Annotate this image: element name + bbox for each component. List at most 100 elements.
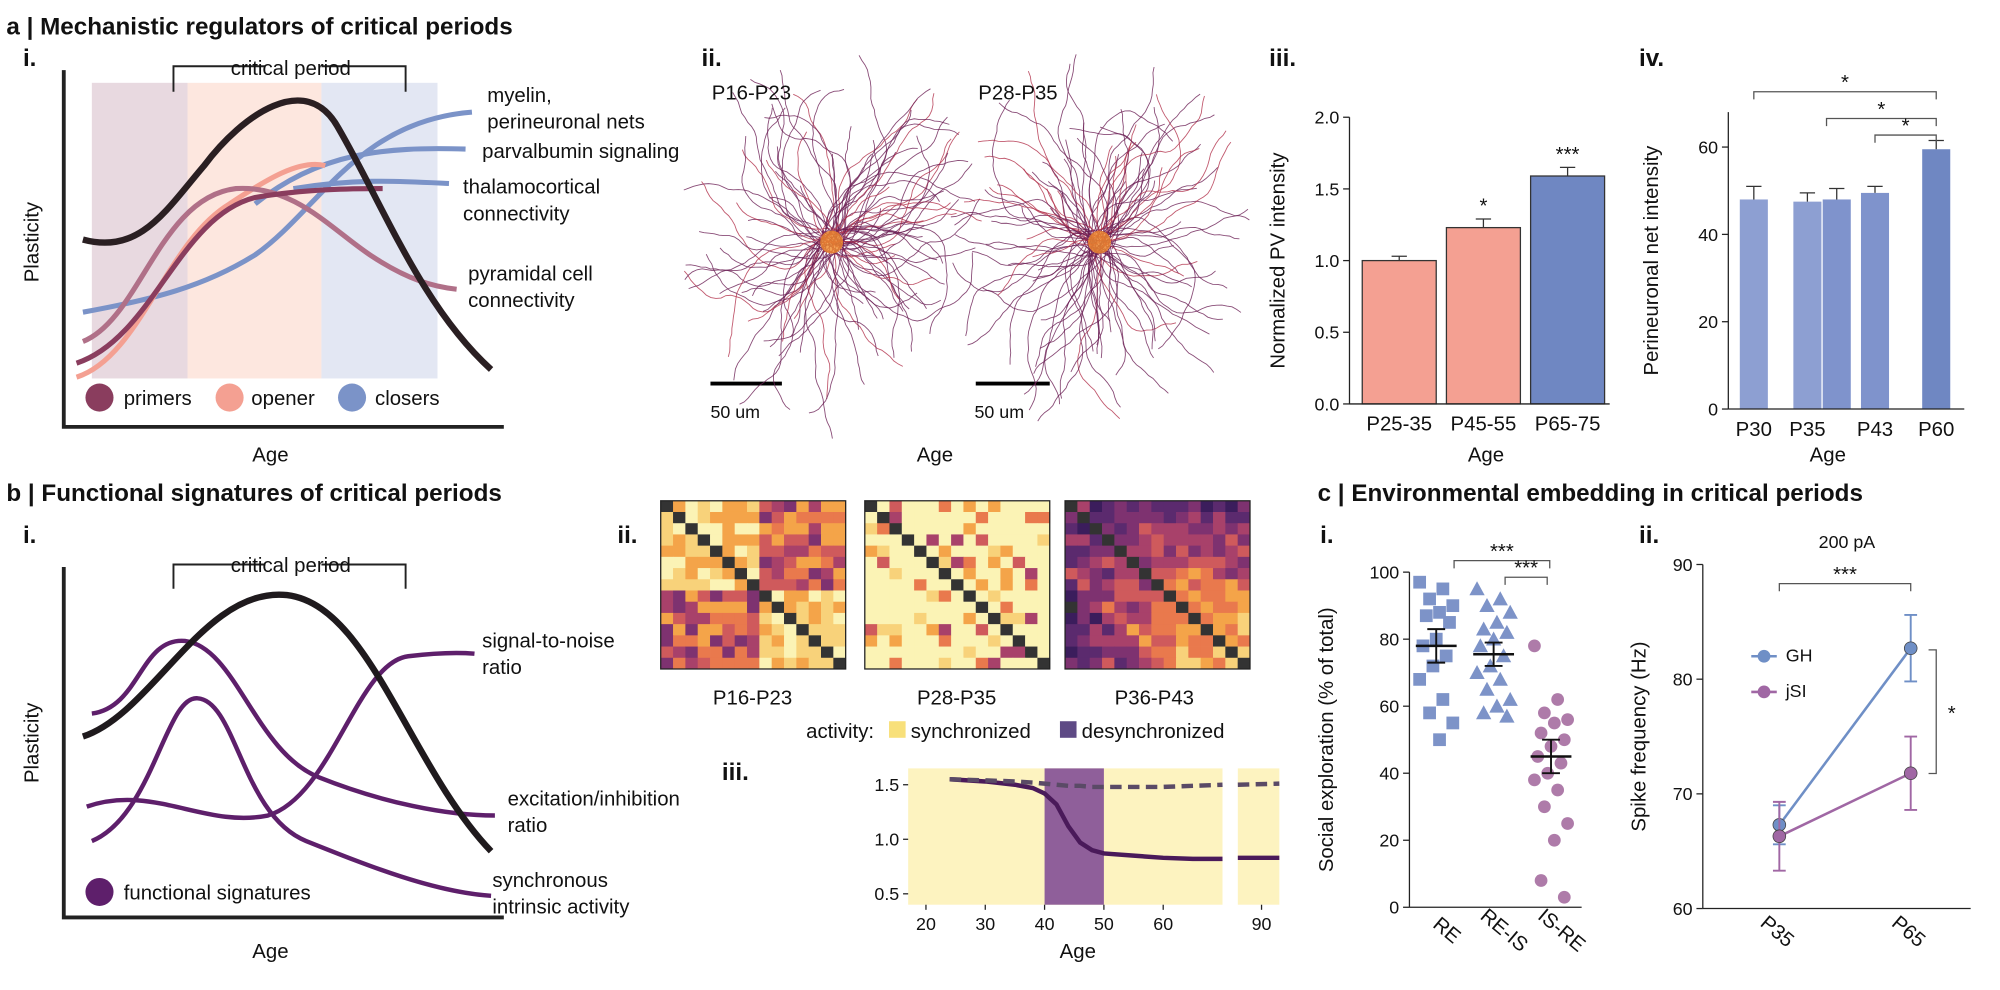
matrix-cell bbox=[1225, 568, 1239, 580]
matrix-cell bbox=[1237, 590, 1251, 603]
dendrite bbox=[1042, 161, 1096, 245]
matrix-cell bbox=[771, 511, 785, 524]
matrix-cell bbox=[697, 635, 711, 647]
matrix-cell bbox=[1188, 556, 1202, 569]
matrix-cell bbox=[1225, 523, 1239, 535]
panel-label: iii. bbox=[722, 759, 749, 786]
matrix-cell bbox=[1000, 579, 1014, 591]
matrix-cell bbox=[697, 545, 711, 558]
matrix-cell bbox=[938, 523, 952, 535]
matrix-cell bbox=[710, 579, 723, 591]
matrix-cell bbox=[889, 556, 903, 569]
matrix-cell bbox=[975, 556, 989, 569]
axis-break bbox=[1222, 765, 1238, 908]
matrix-cell bbox=[1102, 568, 1115, 580]
dendrite bbox=[778, 246, 850, 357]
matrix-cell bbox=[734, 601, 748, 614]
matrix-cell bbox=[1126, 511, 1140, 524]
matrix-cell bbox=[796, 624, 810, 636]
dendrite bbox=[1105, 168, 1145, 238]
dendrite bbox=[1037, 240, 1098, 422]
x-tick-label: 40 bbox=[1035, 914, 1055, 934]
matrix-cell bbox=[1065, 646, 1078, 659]
matrix-cell bbox=[1065, 556, 1078, 569]
matrix-cell bbox=[784, 511, 797, 524]
matrix-cell bbox=[1151, 590, 1165, 603]
panel-label: i. bbox=[1320, 522, 1333, 549]
matrix-cell bbox=[1000, 534, 1014, 547]
dendrite bbox=[1007, 235, 1107, 268]
dendrite bbox=[1089, 187, 1197, 237]
matrix-cell bbox=[975, 646, 989, 659]
dendrite bbox=[829, 239, 904, 367]
sem-bar bbox=[1542, 738, 1560, 775]
legend-marker bbox=[1757, 685, 1771, 699]
matrix-cell bbox=[660, 534, 674, 547]
matrix-cell bbox=[877, 511, 890, 524]
matrix-cell bbox=[1200, 635, 1214, 647]
matrix-cell bbox=[771, 545, 785, 558]
matrix-cell bbox=[1114, 568, 1128, 580]
matrix-cell bbox=[796, 657, 810, 670]
matrix-cell bbox=[864, 612, 878, 625]
matrix-cell bbox=[1065, 523, 1078, 535]
matrix-cell bbox=[914, 556, 927, 569]
matrix-cell bbox=[1151, 568, 1165, 580]
matrix-cell bbox=[901, 657, 915, 670]
matrix-cell bbox=[975, 568, 989, 580]
matrix-cell bbox=[1200, 523, 1214, 535]
matrix-cell bbox=[963, 511, 977, 524]
matrix-cell bbox=[759, 523, 773, 535]
matrix-cell bbox=[722, 534, 736, 547]
matrix-cell bbox=[975, 500, 989, 513]
matrix-cell bbox=[1237, 511, 1251, 524]
matrix-cell bbox=[759, 545, 773, 558]
matrix-cell bbox=[685, 534, 699, 547]
label: connectivity bbox=[463, 203, 570, 225]
matrix-cell bbox=[673, 601, 686, 614]
matrix-cell bbox=[975, 624, 989, 636]
y-tick-label: 60 bbox=[1379, 697, 1399, 717]
matrix-cell bbox=[697, 556, 711, 569]
matrix-cell bbox=[771, 556, 785, 569]
matrix-cell bbox=[722, 545, 736, 558]
matrix-cell bbox=[963, 579, 977, 591]
dendrite bbox=[1100, 245, 1192, 288]
matrix-cell bbox=[1225, 601, 1239, 614]
matrix-cell bbox=[889, 545, 903, 558]
matrix-cell bbox=[1151, 635, 1165, 647]
y-tick-label: 1.5 bbox=[874, 775, 899, 795]
x-tick-label: P25-35 bbox=[1366, 414, 1432, 436]
point bbox=[1561, 713, 1574, 726]
matrix-cell bbox=[1012, 624, 1026, 636]
matrix-cell bbox=[759, 601, 773, 614]
matrix-cell bbox=[1126, 556, 1140, 569]
matrix-cell bbox=[759, 612, 773, 625]
dendrite bbox=[797, 131, 825, 239]
matrix-cell bbox=[1000, 646, 1014, 659]
matrix-cell bbox=[759, 500, 773, 513]
matrix-cell bbox=[685, 612, 699, 625]
dendrite bbox=[1102, 216, 1196, 350]
dendrite bbox=[1059, 240, 1106, 399]
matrix-cell bbox=[877, 579, 890, 591]
legend-swatch bbox=[85, 383, 114, 412]
dendrite bbox=[1098, 226, 1228, 289]
matrix-cell bbox=[1102, 556, 1115, 569]
matrix-cell bbox=[1102, 635, 1115, 647]
y-tick-label: 20 bbox=[1379, 831, 1399, 851]
label: synchronized bbox=[911, 721, 1031, 743]
matrix-cell bbox=[963, 568, 977, 580]
point bbox=[1534, 874, 1548, 887]
matrix-cell bbox=[1188, 646, 1202, 659]
matrix-cell bbox=[1077, 624, 1091, 636]
matrix-cell bbox=[1237, 579, 1251, 591]
matrix-cell bbox=[833, 556, 847, 569]
matrix-cell bbox=[1077, 612, 1091, 625]
matrix-cell bbox=[1139, 657, 1152, 670]
matrix-cell bbox=[1176, 579, 1189, 591]
matrix-cell bbox=[1200, 511, 1214, 524]
matrix-cell bbox=[808, 523, 822, 535]
bar bbox=[1822, 199, 1851, 410]
dendrite bbox=[818, 237, 876, 293]
